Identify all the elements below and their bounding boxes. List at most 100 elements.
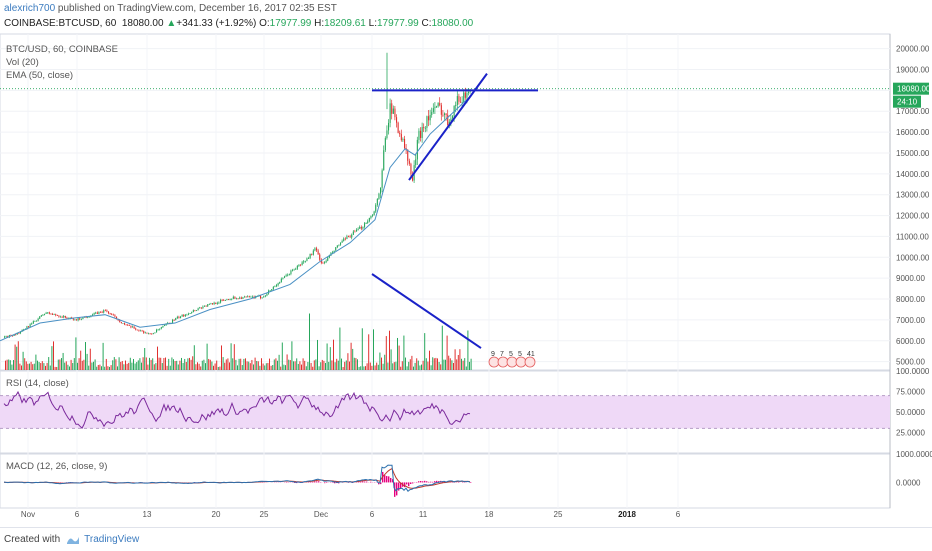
candle-body (460, 102, 461, 103)
candle-body (342, 241, 343, 243)
ema-legend[interactable]: EMA (50, close) (6, 70, 73, 81)
volume-bar (63, 353, 64, 370)
candle-body (377, 199, 378, 205)
volume-bar (175, 361, 176, 370)
macd-hist-bar (418, 481, 419, 482)
candle-body (409, 161, 410, 164)
candle-body (383, 150, 384, 170)
price-tick-label: 5000.00 (896, 358, 925, 367)
candle-body (190, 313, 191, 314)
candle-body (303, 261, 304, 262)
volume-bar (160, 358, 161, 370)
candle-body (466, 93, 467, 98)
candle-body (140, 331, 141, 332)
volume-bar (232, 358, 233, 370)
volume-bar (48, 357, 49, 370)
rsi-tick-label: 25.0000 (896, 429, 925, 438)
candle-body (105, 310, 106, 311)
macd-hist-bar (412, 482, 413, 483)
volume-bar (288, 360, 289, 370)
volume-bar (283, 365, 284, 370)
volume-bar (423, 361, 424, 370)
rsi-legend[interactable]: RSI (14, close) (6, 378, 69, 389)
volume-bar (45, 366, 46, 370)
candle-body (204, 306, 205, 307)
volume-bar (168, 359, 169, 370)
volume-bar (413, 367, 414, 370)
candle-body (324, 262, 325, 263)
candle-body (225, 300, 226, 301)
candle-body (260, 296, 261, 298)
author-link[interactable]: alexrich700 (4, 3, 55, 14)
candle-body (183, 315, 184, 316)
tradingview-brand[interactable]: TradingView (84, 534, 139, 545)
candle-body (415, 159, 416, 165)
candle-body (12, 336, 13, 337)
candle-body (468, 92, 469, 93)
macd-tick-label: 0.0000 (896, 478, 921, 487)
macd-legend[interactable]: MACD (12, 26, close, 9) (6, 461, 107, 472)
volume-bar (355, 358, 356, 370)
volume-bar (123, 364, 124, 370)
candle-body (271, 289, 272, 290)
candle-body (463, 92, 464, 102)
candle-body (180, 317, 181, 318)
volume-bar (173, 359, 174, 370)
candle-body (65, 316, 66, 318)
candle-body (244, 297, 245, 298)
candle-body (286, 275, 287, 276)
macd-hist-bar (316, 481, 317, 482)
volume-bar (247, 361, 248, 370)
candle-body (310, 254, 311, 258)
candle-body (374, 211, 375, 215)
x-tick-label: Nov (21, 510, 35, 519)
volume-bar (466, 367, 467, 370)
volume-bar (128, 363, 129, 370)
volume-bar (167, 366, 168, 370)
volume-bar (200, 366, 201, 370)
candle-body (318, 250, 319, 254)
candle-body (422, 127, 423, 138)
volume-bar (421, 365, 422, 370)
volume-bar (199, 364, 200, 370)
candle-body (46, 313, 47, 314)
candle-body (58, 316, 59, 317)
volume-bar (315, 359, 316, 370)
chart-canvas[interactable]: 20000.0019000.0018000.0017000.0016000.00… (0, 0, 932, 527)
volume-bar (18, 341, 19, 370)
volume-bar (391, 349, 392, 370)
volume-bar (287, 354, 288, 370)
volume-bar (98, 365, 99, 370)
macd-hist-bar (334, 482, 335, 483)
volume-bar (69, 366, 70, 370)
volume-bar (226, 359, 227, 370)
volume-bar (91, 363, 92, 370)
candle-body (41, 315, 42, 316)
footer: Created with TradingView (0, 527, 932, 551)
macd-hist-bar (470, 482, 471, 483)
volume-bar (197, 362, 198, 370)
volume-bar (130, 358, 131, 370)
volume-bar (43, 363, 44, 370)
volume-bar (389, 331, 390, 370)
candle-body (191, 312, 192, 313)
candle-body (327, 258, 328, 261)
volume-bar (461, 359, 462, 370)
price-tick-label: 16000.00 (896, 128, 930, 137)
main-legend[interactable]: BTC/USD, 60, COINBASE (6, 44, 118, 55)
vol-legend[interactable]: Vol (20) (6, 57, 39, 68)
candle-body (122, 323, 123, 324)
x-tick-label: 20 (212, 510, 221, 519)
candle-body (94, 313, 95, 314)
candle-body (447, 115, 448, 125)
volume-bar (471, 359, 472, 370)
volume-bar (330, 347, 331, 370)
macd-hist-bar (312, 482, 313, 483)
candle-body (145, 333, 146, 334)
volume-bar (335, 362, 336, 370)
event-badge-label: 9 (491, 351, 495, 358)
volume-bar (215, 363, 216, 370)
volume-bar (426, 358, 427, 370)
price-tick-label: 12000.00 (896, 212, 930, 221)
volume-bar (227, 358, 228, 370)
